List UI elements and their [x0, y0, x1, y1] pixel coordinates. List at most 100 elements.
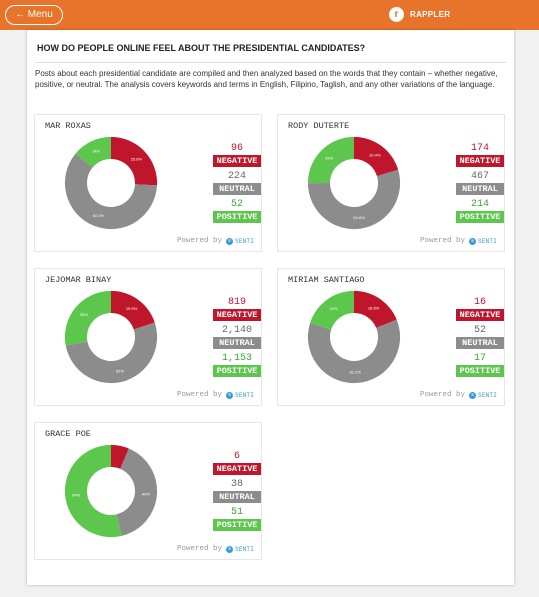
positive-label: POSITIVE	[213, 365, 261, 377]
senti-logo-icon: s	[469, 237, 477, 245]
donut-slice-negative	[111, 444, 129, 469]
negative-count: 6	[233, 451, 240, 462]
sentiment-stats: 819 NEGATIVE 2,140 NEUTRAL 1,153 POSITIVE	[213, 297, 261, 381]
powered-by-text: Powered by	[420, 237, 466, 245]
donut-slice-negative	[354, 136, 399, 177]
powered-by-senti[interactable]: Powered by s SENTI	[420, 391, 497, 399]
candidate-name: RODY DUTERTE	[288, 121, 350, 131]
negative-label: NEGATIVE	[213, 155, 261, 167]
sentiment-stats: 6 NEGATIVE 38 NEUTRAL 51 POSITIVE	[213, 451, 261, 535]
slice-percent-label: 18.8%	[368, 305, 380, 310]
rappler-logo[interactable]: r RAPPLER	[389, 7, 450, 22]
donut-slice-positive	[75, 136, 111, 168]
negative-count: 819	[227, 297, 246, 308]
slice-percent-label: 28%	[80, 312, 88, 317]
candidate-card: JEJOMAR BINAY 19.9% 52% 28% 819 NEGATIVE 2,140…	[34, 268, 262, 406]
top-bar: ← Menu r RAPPLER	[0, 0, 539, 30]
donut-slice-positive	[64, 290, 111, 346]
article-description: Posts about each presidential candidate …	[35, 69, 498, 89]
powered-by-text: Powered by	[177, 545, 223, 553]
neutral-label: NEUTRAL	[456, 337, 504, 349]
donut-slice-neutral	[307, 169, 401, 230]
sentiment-stats: 16 NEGATIVE 52 NEUTRAL 17 POSITIVE	[456, 297, 504, 381]
positive-label: POSITIVE	[456, 211, 504, 223]
neutral-count: 2,140	[221, 325, 252, 336]
powered-by-text: Powered by	[177, 237, 223, 245]
senti-brand-text: SENTI	[235, 237, 255, 245]
candidate-card: GRACE POE 40% 54% 6 NEGATIVE 38 NEUTRAL 51 POSIT…	[34, 422, 262, 560]
article-heading: HOW DO PEOPLE ONLINE FEEL ABOUT THE PRES…	[37, 43, 366, 53]
powered-by-senti[interactable]: Powered by s SENTI	[177, 391, 254, 399]
slice-percent-label: 61.2%	[350, 369, 362, 374]
senti-logo-icon: s	[469, 391, 477, 399]
slice-percent-label: 52%	[116, 368, 124, 373]
senti-brand-text: SENTI	[235, 391, 255, 399]
menu-button[interactable]: ← Menu	[5, 5, 63, 25]
neutral-count: 224	[227, 171, 246, 182]
slice-percent-label: 54.6%	[353, 215, 365, 220]
powered-by-senti[interactable]: Powered by s SENTI	[177, 237, 254, 245]
slice-percent-label: 20.4%	[369, 152, 381, 157]
negative-label: NEGATIVE	[213, 309, 261, 321]
negative-count: 16	[473, 297, 486, 308]
positive-label: POSITIVE	[456, 365, 504, 377]
senti-brand-text: SENTI	[478, 391, 498, 399]
positive-label: POSITIVE	[213, 519, 261, 531]
donut-slice-positive	[64, 444, 122, 538]
senti-brand-text: SENTI	[235, 545, 255, 553]
sentiment-stats: 96 NEGATIVE 224 NEUTRAL 52 POSITIVE	[213, 143, 261, 227]
slice-percent-label: 54%	[72, 492, 80, 497]
slice-percent-label: 60.2%	[93, 213, 105, 218]
negative-label: NEGATIVE	[456, 155, 504, 167]
sentiment-donut-chart: 25.8% 60.2% 14%	[63, 135, 159, 231]
negative-label: NEGATIVE	[213, 463, 261, 475]
neutral-count: 38	[230, 479, 243, 490]
candidate-name: GRACE POE	[45, 429, 91, 439]
donut-slice-negative	[111, 290, 155, 330]
senti-brand-text: SENTI	[478, 237, 498, 245]
candidate-card: RODY DUTERTE 20.4% 54.6% 25% 174 NEGATIVE 467 N…	[277, 114, 505, 252]
donut-slice-positive	[310, 290, 354, 330]
candidate-card: MAR ROXAS 25.8% 60.2% 14% 96 NEGATIVE 224 NEUTR…	[34, 114, 262, 252]
neutral-label: NEUTRAL	[213, 183, 261, 195]
positive-count: 51	[230, 507, 243, 518]
negative-label: NEGATIVE	[456, 309, 504, 321]
powered-by-text: Powered by	[177, 391, 223, 399]
slice-percent-label: 19.9%	[126, 306, 138, 311]
positive-count: 52	[230, 199, 243, 210]
senti-logo-icon: s	[226, 545, 234, 553]
sentiment-donut-chart: 19.9% 52% 28%	[63, 289, 159, 385]
donut-slice-negative	[111, 136, 158, 186]
donut-slice-positive	[307, 136, 354, 184]
positive-label: POSITIVE	[213, 211, 261, 223]
article-panel: HOW DO PEOPLE ONLINE FEEL ABOUT THE PRES…	[27, 30, 514, 585]
donut-slice-neutral	[307, 319, 401, 384]
senti-logo-icon: s	[226, 237, 234, 245]
powered-by-text: Powered by	[420, 391, 466, 399]
sentiment-donut-chart: 20.4% 54.6% 25%	[306, 135, 402, 231]
candidate-name: JEJOMAR BINAY	[45, 275, 112, 285]
candidate-card: MIRIAM SANTIAGO 18.8% 61.2% 20% 16 NEGATIVE 52…	[277, 268, 505, 406]
neutral-count: 467	[470, 171, 489, 182]
negative-count: 96	[230, 143, 243, 154]
positive-count: 214	[470, 199, 489, 210]
donut-slice-neutral	[64, 153, 158, 230]
positive-count: 17	[473, 353, 486, 364]
neutral-label: NEUTRAL	[213, 337, 261, 349]
neutral-label: NEUTRAL	[213, 491, 261, 503]
sentiment-donut-chart: 18.8% 61.2% 20%	[306, 289, 402, 385]
candidate-name: MIRIAM SANTIAGO	[288, 275, 365, 285]
sentiment-donut-chart: 40% 54%	[63, 443, 159, 539]
senti-logo-icon: s	[226, 391, 234, 399]
neutral-label: NEUTRAL	[456, 183, 504, 195]
donut-slice-neutral	[65, 322, 158, 384]
slice-percent-label: 20%	[329, 306, 337, 311]
positive-count: 1,153	[221, 353, 252, 364]
powered-by-senti[interactable]: Powered by s SENTI	[177, 545, 254, 553]
donut-slice-negative	[354, 290, 397, 328]
sentiment-stats: 174 NEGATIVE 467 NEUTRAL 214 POSITIVE	[456, 143, 504, 227]
rappler-logo-text: RAPPLER	[410, 10, 451, 19]
slice-percent-label: 40%	[142, 491, 150, 496]
powered-by-senti[interactable]: Powered by s SENTI	[420, 237, 497, 245]
slice-percent-label: 25%	[325, 156, 333, 161]
